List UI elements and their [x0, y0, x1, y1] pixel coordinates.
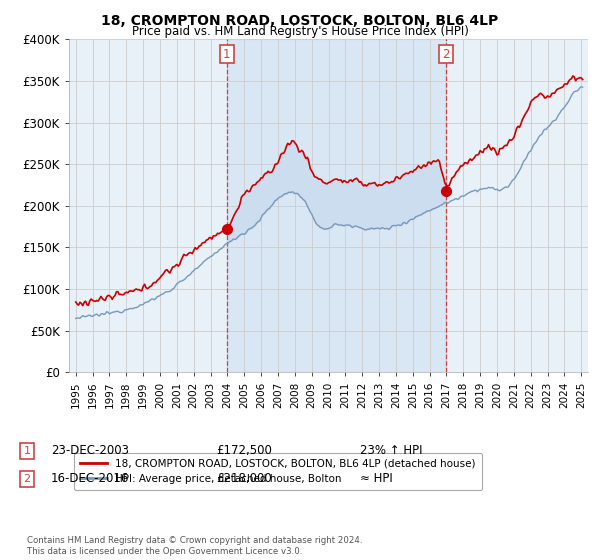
Text: 1: 1: [223, 48, 230, 60]
Text: ≈ HPI: ≈ HPI: [360, 472, 393, 486]
Text: 18, CROMPTON ROAD, LOSTOCK, BOLTON, BL6 4LP: 18, CROMPTON ROAD, LOSTOCK, BOLTON, BL6 …: [101, 14, 499, 28]
Text: 2: 2: [23, 474, 31, 484]
Text: 23% ↑ HPI: 23% ↑ HPI: [360, 444, 422, 458]
Text: £218,000: £218,000: [216, 472, 272, 486]
Text: 2: 2: [442, 48, 449, 60]
Legend: 18, CROMPTON ROAD, LOSTOCK, BOLTON, BL6 4LP (detached house), HPI: Average price: 18, CROMPTON ROAD, LOSTOCK, BOLTON, BL6 …: [74, 452, 482, 491]
Text: 1: 1: [23, 446, 31, 456]
Text: £172,500: £172,500: [216, 444, 272, 458]
Bar: [227, 39, 446, 372]
Text: Contains HM Land Registry data © Crown copyright and database right 2024.
This d: Contains HM Land Registry data © Crown c…: [27, 536, 362, 556]
Text: 23-DEC-2003: 23-DEC-2003: [51, 444, 129, 458]
Text: Price paid vs. HM Land Registry's House Price Index (HPI): Price paid vs. HM Land Registry's House …: [131, 25, 469, 38]
Text: 16-DEC-2016: 16-DEC-2016: [51, 472, 130, 486]
